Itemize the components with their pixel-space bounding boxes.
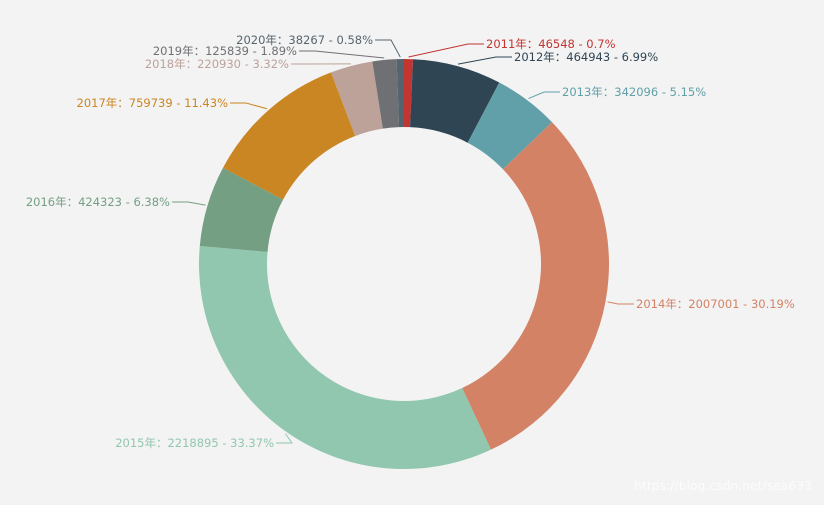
slice-label-2018: 2018年：220930 - 3.32%	[145, 57, 289, 71]
slice-2014[interactable]	[462, 122, 609, 449]
slices-layer	[199, 59, 609, 469]
slice-label-2012: 2012年：464943 - 6.99%	[514, 50, 658, 64]
leader-line-2014	[607, 302, 634, 304]
leader-line-2012	[458, 57, 512, 64]
leader-line-2017	[230, 103, 267, 109]
slice-label-2011: 2011年：46548 - 0.7%	[486, 37, 616, 51]
leader-line-2013	[528, 92, 560, 99]
slice-label-2017: 2017年：759739 - 11.43%	[77, 96, 229, 110]
watermark-text: https://blog.csdn.net/sea633	[634, 479, 812, 493]
slice-label-2014: 2014年：2007001 - 30.19%	[636, 297, 795, 311]
slice-label-2016: 2016年：424323 - 6.38%	[26, 195, 170, 209]
leader-line-2020	[375, 40, 400, 57]
leader-line-2016	[172, 202, 206, 205]
leader-line-2011	[409, 44, 484, 57]
slice-label-2020: 2020年：38267 - 0.58%	[236, 33, 373, 47]
leader-line-2015	[276, 434, 292, 443]
slice-label-2013: 2013年：342096 - 5.15%	[562, 85, 706, 99]
slice-label-2015: 2015年：2218895 - 33.37%	[115, 436, 274, 450]
leader-line-2019	[299, 51, 384, 58]
